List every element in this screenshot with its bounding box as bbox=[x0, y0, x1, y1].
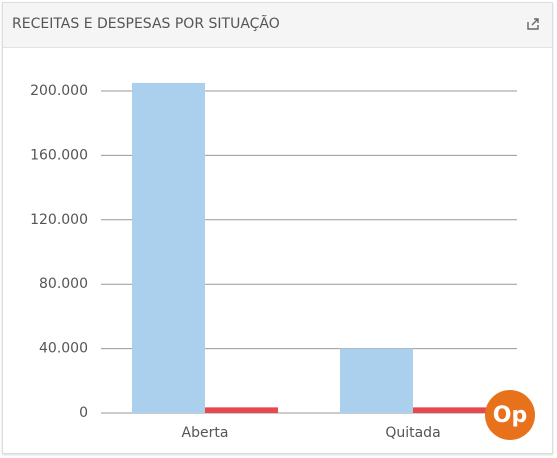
open-icon[interactable] bbox=[526, 17, 540, 31]
bar bbox=[132, 82, 205, 413]
y-tick-label: 0 bbox=[79, 405, 88, 421]
y-tick-label: 80.000 bbox=[39, 276, 88, 292]
x-tick-label: Aberta bbox=[182, 425, 229, 441]
logo: Op bbox=[485, 390, 535, 440]
y-tick-label: 160.000 bbox=[30, 147, 88, 163]
y-tick-label: 40.000 bbox=[39, 341, 88, 357]
card-header: RECEITAS E DESPESAS POR SITUAÇÃO bbox=[3, 3, 552, 48]
bar bbox=[340, 348, 413, 413]
y-tick-label: 120.000 bbox=[30, 212, 88, 228]
y-tick-label: 200.000 bbox=[30, 83, 88, 99]
bar bbox=[413, 407, 486, 413]
card: RECEITAS E DESPESAS POR SITUAÇÃO bbox=[2, 2, 553, 454]
bar bbox=[205, 407, 278, 413]
svg-text:Op: Op bbox=[493, 403, 527, 428]
chart-title: RECEITAS E DESPESAS POR SITUAÇÃO bbox=[12, 16, 280, 32]
x-tick-label: Quitada bbox=[385, 425, 440, 441]
